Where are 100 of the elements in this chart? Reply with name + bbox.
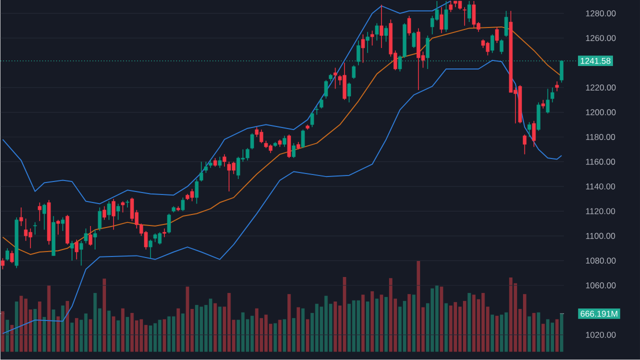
candlestick [292,142,296,159]
candlestick [522,134,526,155]
bar [74,318,78,352]
candlestick [407,16,412,36]
candlestick [222,154,226,168]
y-tick-label: 1140.00 [586,184,616,190]
candlestick [167,213,171,234]
candlestick [366,32,370,54]
bar [126,317,130,352]
candlestick [38,202,42,222]
bar [287,294,291,352]
bar [306,319,310,352]
candlestick [504,10,508,38]
bar [366,302,370,352]
candlestick [74,239,78,260]
candlestick [79,240,84,266]
bar [218,306,222,352]
candlestick [98,207,102,232]
bar [440,286,444,352]
line-series [2,26,562,256]
y2-tick-label: 666.191M [580,310,618,317]
y-tick-label: 1120.00 [586,208,616,214]
bar [56,316,60,352]
y-tick-label: 1020.00 [586,332,616,338]
candlestick [204,161,208,174]
candlestick [148,239,152,259]
bar [278,320,282,352]
candlestick [70,240,74,262]
bar [1,311,4,352]
bar [555,319,559,352]
bar [472,294,476,352]
y-tick-label: 1200.00 [586,109,616,116]
candlestick [320,97,324,110]
candlestick [370,30,374,46]
y-tick-label: 1160.00 [586,158,616,165]
candlestick [162,228,166,238]
bar [66,301,70,352]
y-tick-label: 1060.00 [586,282,616,288]
bar [532,313,536,352]
candlestick [19,207,24,227]
bar [121,308,124,352]
bar [38,302,42,352]
bar [6,320,9,352]
bar [61,306,64,352]
y-tick-label: 1220.00 [586,84,616,91]
candlestick [412,32,416,48]
candlestick [310,112,314,128]
candlestick [555,81,559,92]
bar [375,298,379,352]
bar [468,293,471,352]
bar [162,319,166,352]
candlestick [560,60,564,84]
candlestick [88,226,92,246]
bar [208,298,212,352]
candlestick [93,229,97,250]
bar [176,308,180,352]
candlestick [448,0,453,13]
candlestick [426,35,430,70]
bar [361,294,365,352]
candlestick [550,87,554,103]
candlestick [282,135,286,148]
candlestick [6,248,10,262]
candlestick [107,201,111,220]
candlestick [375,22,379,42]
candlestick [42,203,46,230]
candlestick [84,228,88,244]
candlestick [324,80,328,100]
candlestick [347,82,351,103]
candlestick [102,206,106,220]
bar [536,312,540,352]
bar [380,294,384,352]
bar [42,317,46,352]
bar [292,318,296,352]
y-tick-label: 1280.00 [586,10,616,16]
candlestick [361,34,365,64]
bar [107,310,111,352]
bar [384,297,388,352]
candlestick [380,4,384,48]
candlestick [126,200,130,208]
candlestick [356,40,360,66]
y-tick-label: 1180.00 [586,134,616,140]
bar [116,320,120,352]
candlestick [384,25,388,42]
candlestick [527,122,532,138]
y-tick-label: 1100.00 [586,233,616,240]
bar [560,314,564,352]
candlestick [33,222,37,236]
bar [408,294,411,352]
candlestick [467,0,472,23]
candlestick [462,6,466,26]
candlestick [495,26,499,44]
bar [186,286,190,352]
candlestick [60,217,65,232]
candlestick [287,134,291,159]
bar [370,291,374,352]
candlestick [250,133,254,150]
bar [301,308,305,352]
candlestick [546,88,550,114]
bar [70,322,74,352]
candlestick [194,178,199,204]
